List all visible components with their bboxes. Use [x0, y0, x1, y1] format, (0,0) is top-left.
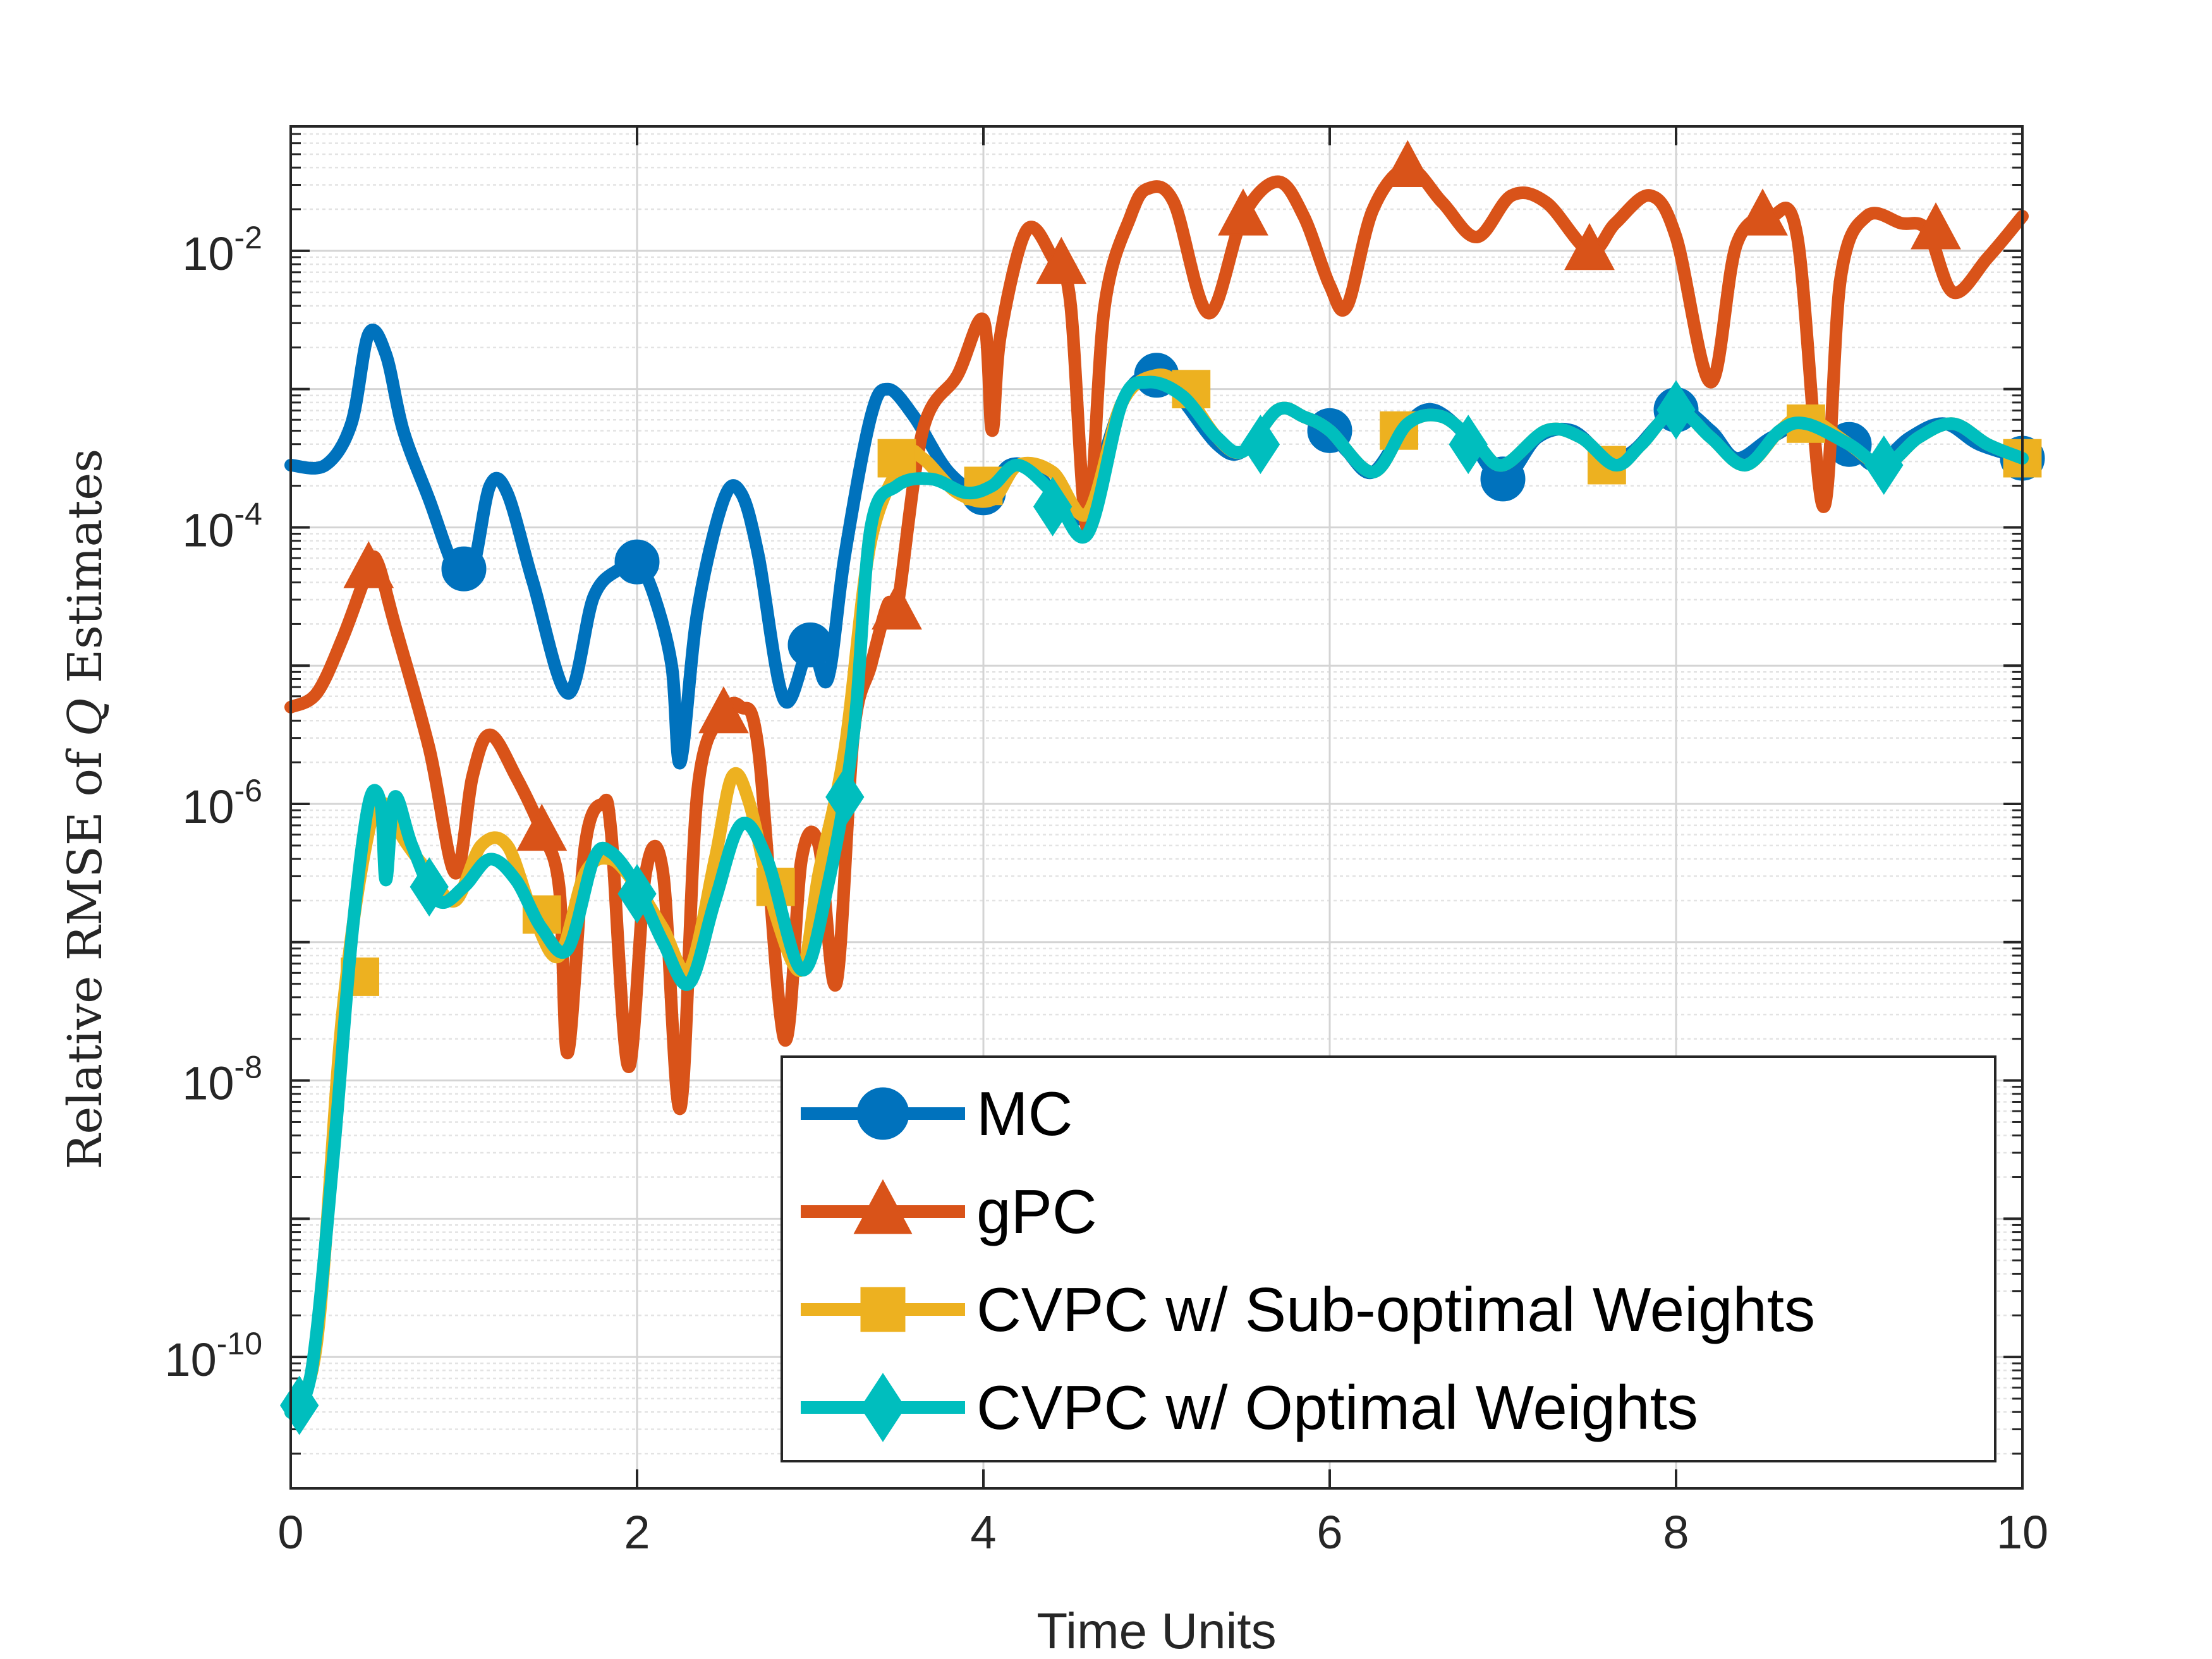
data-point: [441, 546, 487, 592]
data-point: [1218, 188, 1268, 236]
series-line: [284, 375, 2029, 1419]
legend-entry: CVPC w/ Optimal Weights: [801, 1373, 1698, 1442]
series-lines: [280, 140, 2045, 1435]
legend-entry: MC: [801, 1079, 1073, 1148]
data-point: [343, 541, 394, 588]
x-tick-label: 6: [1316, 1506, 1342, 1559]
legend-label: CVPC w/ Optimal Weights: [976, 1373, 1698, 1442]
x-tick-label: 10: [1996, 1506, 2048, 1559]
y-axis-label-symbol: Q: [58, 698, 112, 737]
data-point: [1564, 222, 1615, 270]
data-point: [280, 1375, 319, 1435]
legend-box: [781, 1055, 1996, 1462]
x-tick-labels: 0 2 4 6 8 10: [277, 1506, 2048, 1559]
data-point: [516, 803, 568, 851]
data-point: [410, 857, 449, 917]
data-point: [872, 582, 922, 630]
data-point: [877, 439, 916, 478]
data-point: [1241, 415, 1280, 475]
data-point: [1864, 435, 1904, 495]
series-4: [280, 375, 2029, 1435]
data-point: [698, 686, 749, 734]
legend-entry: CVPC w/ Sub-optimal Weights: [801, 1275, 1815, 1344]
plot-frame: [289, 125, 2024, 1490]
data-point: [1449, 415, 1488, 475]
data-point: [825, 767, 865, 827]
y-axis-label: Relative RMSE of Q Estimates: [58, 449, 112, 1169]
legend-label: MC: [976, 1079, 1073, 1148]
y-tick-label: 10-2: [182, 220, 262, 280]
y-tick-labels: 10-10 10-8 10-6 10-4 10-2: [164, 220, 262, 1386]
y-tick-label: 10-10: [164, 1326, 262, 1386]
data-point: [1036, 236, 1087, 284]
y-axis-label-prefix: Relative RMSE of: [58, 736, 112, 1169]
legend-marker: [853, 1179, 913, 1234]
legend-label: CVPC w/ Sub-optimal Weights: [976, 1275, 1815, 1344]
legend-entry: gPC: [801, 1177, 1097, 1246]
x-axis-label: Time Units: [1036, 1603, 1276, 1659]
data-point: [614, 539, 660, 585]
data-point: [787, 622, 833, 667]
data-point: [1656, 380, 1696, 440]
data-point: [1033, 477, 1073, 537]
x-tick-label: 2: [624, 1506, 650, 1559]
x-tick-label: 8: [1663, 1506, 1689, 1559]
x-tick-label: 4: [970, 1506, 996, 1559]
data-point: [617, 864, 657, 924]
x-tick-label: 0: [277, 1506, 303, 1559]
data-point: [1382, 140, 1433, 188]
y-tick-label: 10-6: [182, 773, 262, 833]
legend: MC gPC CVPC w/ Sub-optimal Weights CVPC w/ …: [781, 1055, 1996, 1462]
y-axis-label-suffix: Estimates: [58, 449, 112, 698]
data-point: [1737, 188, 1788, 236]
legend-marker: [856, 1087, 909, 1140]
legend-marker: [860, 1373, 906, 1442]
y-tick-label: 10-8: [182, 1050, 262, 1110]
legend-marker: [860, 1287, 906, 1332]
series-line: [284, 161, 2029, 1115]
data-point: [1911, 202, 1961, 250]
legend-label: gPC: [976, 1177, 1097, 1246]
series-2: [284, 140, 2029, 1115]
y-tick-label: 10-4: [182, 496, 262, 556]
